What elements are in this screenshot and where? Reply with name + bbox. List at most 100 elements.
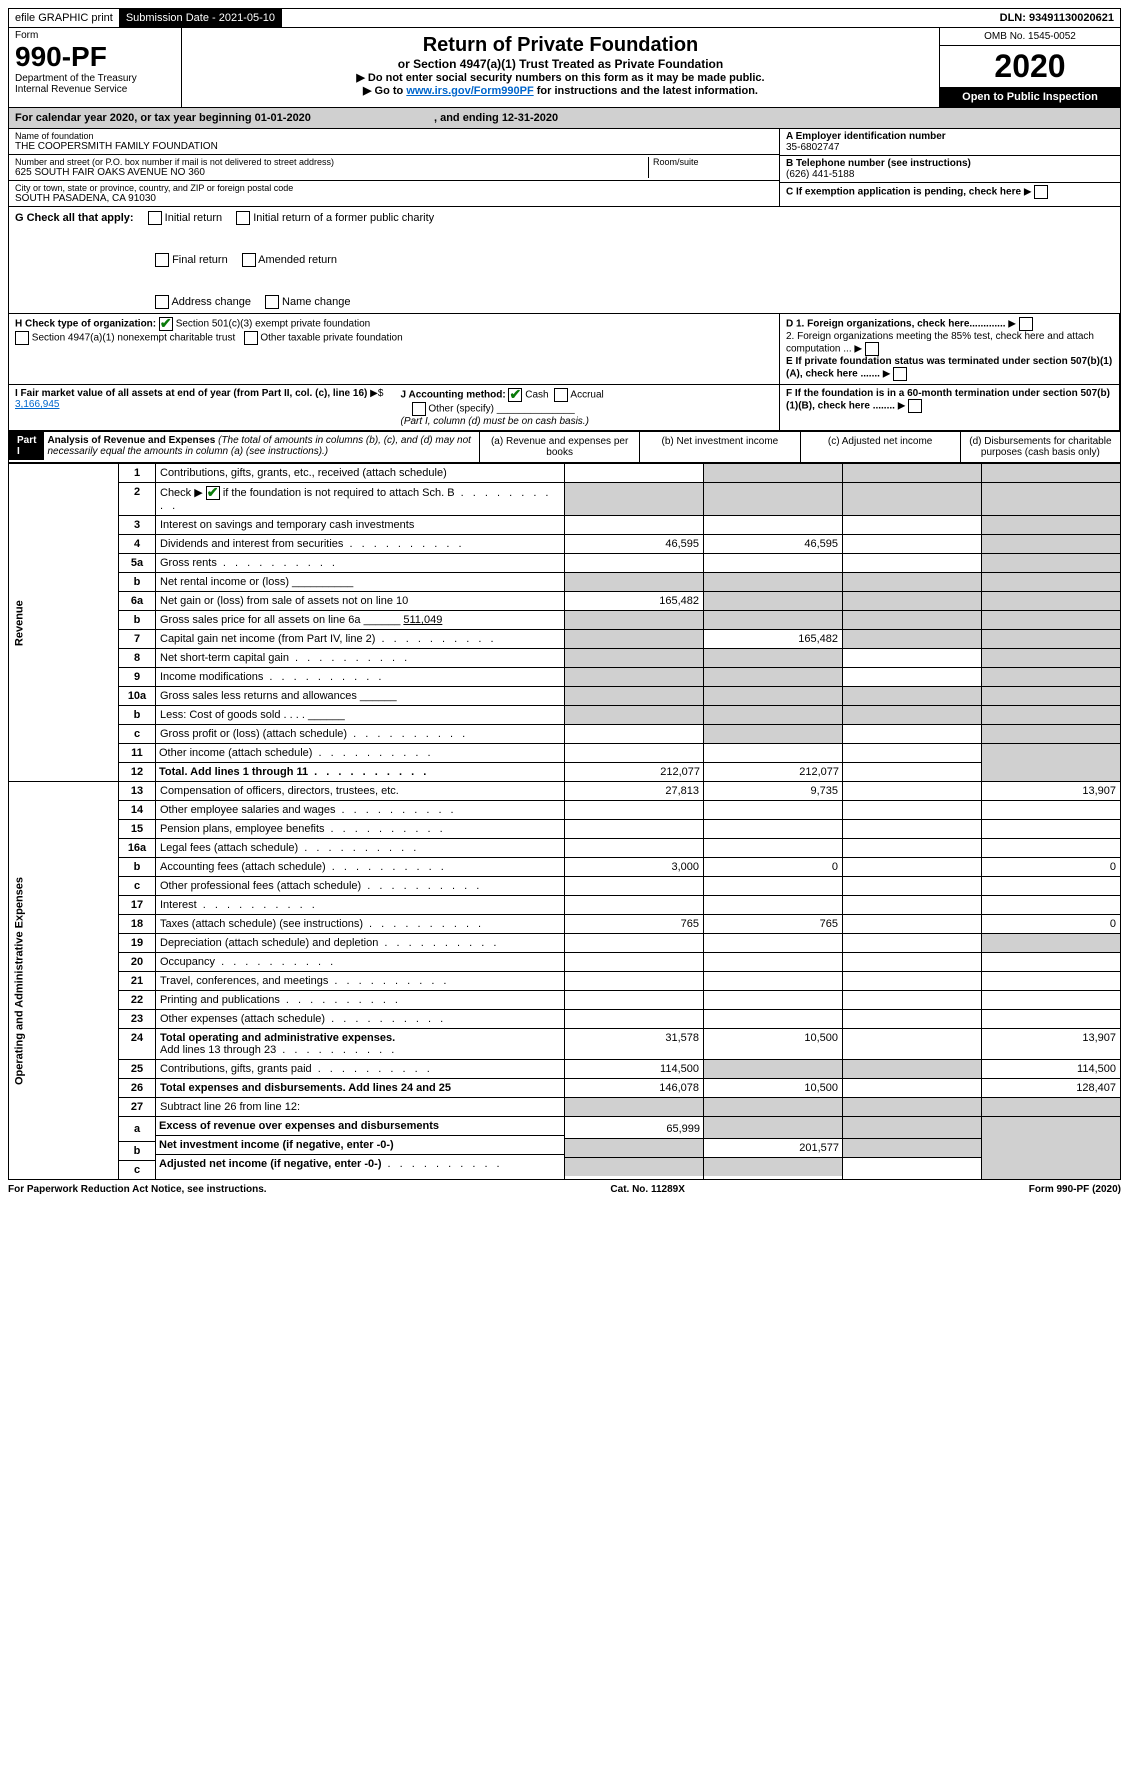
g-chk-0[interactable] xyxy=(148,211,162,225)
ein-label: A Employer identification number xyxy=(786,131,1114,142)
v6b-inline: 511,049 xyxy=(403,614,442,626)
row-22: 22Printing and publications xyxy=(9,991,1121,1010)
desc-10b: Less: Cost of goods sold . . . . ______ xyxy=(156,706,565,725)
row-19: 19Depreciation (attach schedule) and dep… xyxy=(9,934,1121,953)
desc-5b: Net rental income or (loss) __________ xyxy=(156,573,565,592)
g-opt-0: Initial return xyxy=(148,211,223,225)
g-chk-1[interactable] xyxy=(236,211,250,225)
row-27abc: abc Excess of revenue over expenses and … xyxy=(9,1117,1121,1180)
efile-label: efile GRAPHIC print xyxy=(9,9,120,27)
desc-15: Pension plans, employee benefits xyxy=(156,820,565,839)
row-14: 14Other employee salaries and wages xyxy=(9,801,1121,820)
desc-4: Dividends and interest from securities xyxy=(156,535,565,554)
ln-16a: 16a xyxy=(119,839,156,858)
f-cell: F If the foundation is in a 60-month ter… xyxy=(780,385,1120,431)
h-label: H Check type of organization: xyxy=(15,319,156,330)
schb-chk[interactable] xyxy=(206,486,220,500)
row-4: 4Dividends and interest from securities4… xyxy=(9,535,1121,554)
phone-cell: B Telephone number (see instructions) (6… xyxy=(780,156,1120,183)
row-9: 9Income modifications xyxy=(9,668,1121,687)
d2-chk[interactable] xyxy=(865,342,879,356)
addr-label: Number and street (or P.O. box number if… xyxy=(15,157,648,167)
part1-tag: Part I xyxy=(9,432,44,460)
row-20: 20Occupancy xyxy=(9,953,1121,972)
row-25: 25Contributions, gifts, grants paid114,5… xyxy=(9,1060,1121,1079)
desc-9: Income modifications xyxy=(156,668,565,687)
addr-cell: Number and street (or P.O. box number if… xyxy=(9,155,779,181)
j-other-chk[interactable] xyxy=(412,402,426,416)
ln-18: 18 xyxy=(119,915,156,934)
name-cell: Name of foundation THE COOPERSMITH FAMIL… xyxy=(9,129,779,155)
subtitle: or Section 4947(a)(1) Trust Treated as P… xyxy=(188,57,933,71)
h-chk-2[interactable] xyxy=(15,331,29,345)
v1a xyxy=(565,464,704,483)
row-13: Operating and Administrative Expenses 13… xyxy=(9,782,1121,801)
h-o3: Other taxable private foundation xyxy=(260,333,402,344)
h-de-grid: H Check type of organization: Section 50… xyxy=(8,314,1121,431)
desc-22: Printing and publications xyxy=(156,991,565,1010)
row-6b: bGross sales price for all assets on lin… xyxy=(9,611,1121,630)
desc-17: Interest xyxy=(156,896,565,915)
v18d: 0 xyxy=(982,915,1121,934)
instr2-post: for instructions and the latest informat… xyxy=(534,85,758,97)
c-label: C If exemption application is pending, c… xyxy=(786,187,1021,198)
c-checkbox[interactable] xyxy=(1034,185,1048,199)
e-chk[interactable] xyxy=(893,367,907,381)
dln: DLN: 93491130020621 xyxy=(994,9,1120,27)
title: Return of Private Foundation xyxy=(188,34,933,57)
footer: For Paperwork Reduction Act Notice, see … xyxy=(8,1180,1121,1195)
desc-1: Contributions, gifts, grants, etc., rece… xyxy=(156,464,565,483)
h-chk-1[interactable] xyxy=(159,317,173,331)
ln-13: 13 xyxy=(119,782,156,801)
ln-16c: c xyxy=(119,877,156,896)
footer-right: Form 990-PF (2020) xyxy=(1029,1184,1121,1195)
info-left: Name of foundation THE COOPERSMITH FAMIL… xyxy=(9,129,780,206)
j-cash: Cash xyxy=(525,390,548,401)
row-6a: 6aNet gain or (loss) from sale of assets… xyxy=(9,592,1121,611)
ln-10a: 10a xyxy=(119,687,156,706)
form-link[interactable]: www.irs.gov/Form990PF xyxy=(406,85,533,97)
g-chk-4[interactable] xyxy=(155,295,169,309)
v4a: 46,595 xyxy=(565,535,704,554)
g-chk-3[interactable] xyxy=(242,253,256,267)
f-chk[interactable] xyxy=(908,399,922,413)
ln-8: 8 xyxy=(119,649,156,668)
row-23: 23Other expenses (attach schedule) xyxy=(9,1010,1121,1029)
row-15: 15Pension plans, employee benefits xyxy=(9,820,1121,839)
v25d: 114,500 xyxy=(982,1060,1121,1079)
phone-label: B Telephone number (see instructions) xyxy=(786,158,1114,169)
i-val[interactable]: 3,166,945 xyxy=(15,399,60,410)
city-cell: City or town, state or province, country… xyxy=(9,181,779,206)
ln-2: 2 xyxy=(119,483,156,516)
ln-23: 23 xyxy=(119,1010,156,1029)
info-grid: Name of foundation THE COOPERSMITH FAMIL… xyxy=(8,129,1121,207)
col-c-header: (c) Adjusted net income xyxy=(801,432,961,462)
v24a: 31,578 xyxy=(565,1029,704,1060)
ln-7: 7 xyxy=(119,630,156,649)
d1-chk[interactable] xyxy=(1019,317,1033,331)
desc-24: Total operating and administrative expen… xyxy=(156,1029,565,1060)
row-1: Revenue 1 Contributions, gifts, grants, … xyxy=(9,464,1121,483)
g-chk-2[interactable] xyxy=(155,253,169,267)
g-chk-5[interactable] xyxy=(265,295,279,309)
row-17: 17Interest xyxy=(9,896,1121,915)
v16bb: 0 xyxy=(704,858,843,877)
ln-5a: 5a xyxy=(119,554,156,573)
ln-24: 24 xyxy=(119,1029,156,1060)
ln-5b: b xyxy=(119,573,156,592)
desc-16b: Accounting fees (attach schedule) xyxy=(156,858,565,877)
desc-27: Subtract line 26 from line 12: xyxy=(156,1098,565,1117)
v16bd: 0 xyxy=(982,858,1121,877)
instr2: Go to www.irs.gov/Form990PF for instruct… xyxy=(188,84,933,97)
v13b: 9,735 xyxy=(704,782,843,801)
col-a-header: (a) Revenue and expenses per books xyxy=(480,432,640,462)
g-opt-4: Address change xyxy=(155,295,251,309)
desc-3: Interest on savings and temporary cash i… xyxy=(156,516,565,535)
j-accrual-chk[interactable] xyxy=(554,388,568,402)
h-chk-3[interactable] xyxy=(244,331,258,345)
v6aa: 165,482 xyxy=(565,592,704,611)
i-cell: I Fair market value of all assets at end… xyxy=(9,385,395,431)
j-cash-chk[interactable] xyxy=(508,388,522,402)
v26b: 10,500 xyxy=(704,1079,843,1098)
d2-label: 2. Foreign organizations meeting the 85%… xyxy=(786,331,1094,355)
